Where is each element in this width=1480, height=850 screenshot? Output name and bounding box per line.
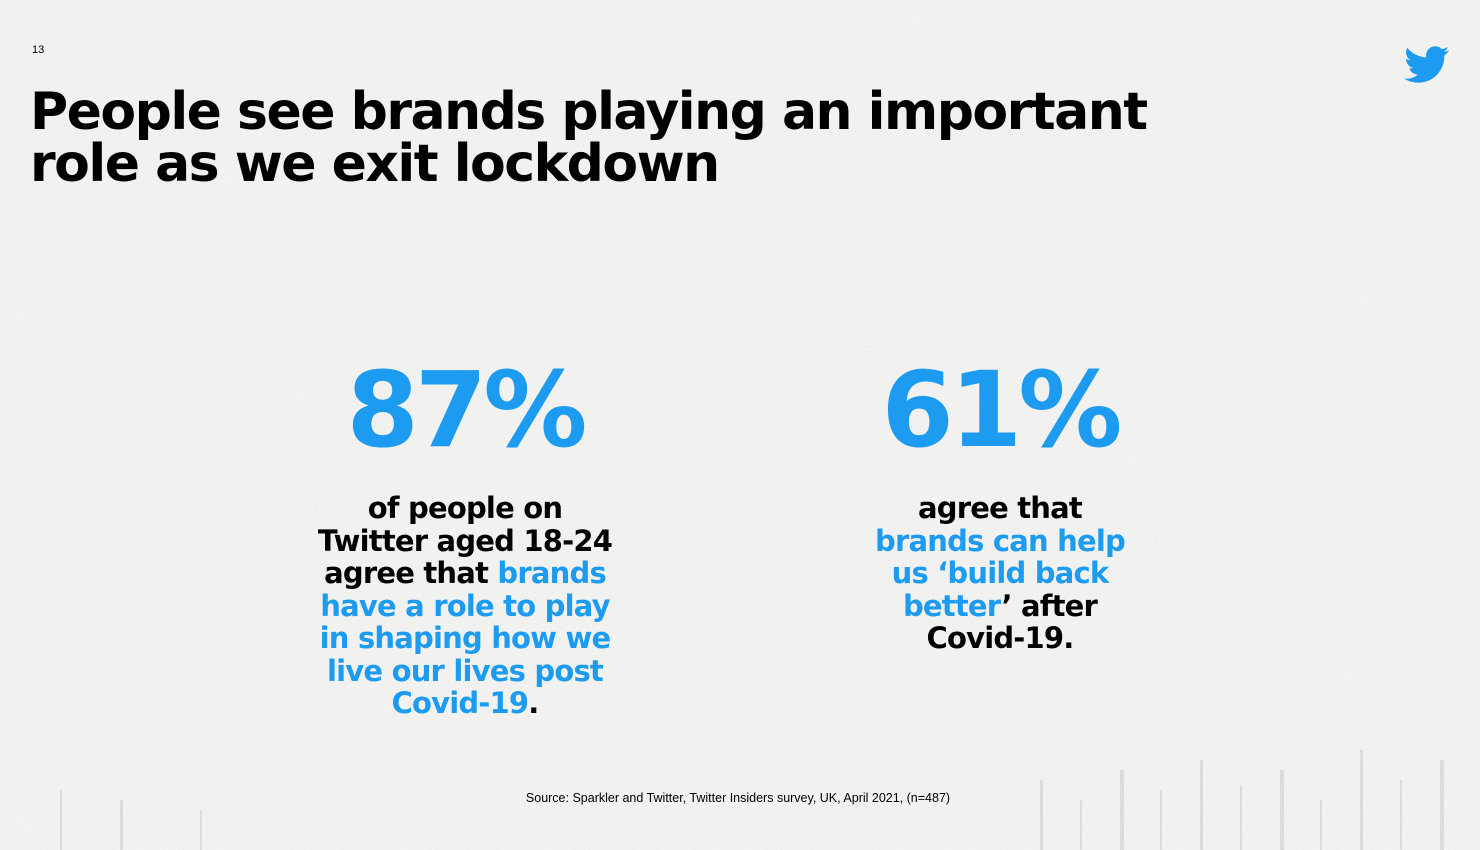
stat-line: agree that brands bbox=[265, 557, 665, 590]
title-line-2: role as we exit lockdown bbox=[30, 134, 720, 194]
stat-block-87: 87% of people on Twitter aged 18-24 agre… bbox=[265, 358, 665, 720]
stat-highlight: brands bbox=[497, 556, 606, 590]
stat-block-61: 61% agree that brands can help us ‘build… bbox=[800, 358, 1200, 655]
stat-highlight: Covid-19 bbox=[391, 686, 529, 720]
stat-highlight: live our lives post bbox=[327, 653, 604, 688]
page-title: People see brands playing an important r… bbox=[30, 86, 1330, 190]
stat-description: agree that brands can help us ‘build bac… bbox=[800, 492, 1200, 655]
stat-line: agree that bbox=[800, 492, 1200, 525]
stat-line: of people on bbox=[265, 492, 665, 525]
stat-value: 87% bbox=[346, 349, 588, 471]
stat-line: brands can help bbox=[800, 523, 1200, 558]
stat-text: Twitter aged 18-24 bbox=[317, 523, 613, 558]
stat-text: agree that bbox=[917, 491, 1083, 525]
page-number: 13 bbox=[32, 44, 45, 56]
stat-line: better’ after bbox=[800, 588, 1200, 623]
stat-line: Twitter aged 18-24 bbox=[265, 523, 665, 558]
stat-highlight: in shaping how we bbox=[319, 621, 611, 655]
stat-highlight: brands can help bbox=[875, 523, 1126, 558]
stat-text: ’ after bbox=[1001, 588, 1098, 623]
stat-value: 61% bbox=[881, 349, 1123, 471]
stat-text: agree that bbox=[324, 556, 498, 590]
stat-line: in shaping how we bbox=[265, 622, 665, 655]
stat-highlight: better bbox=[902, 588, 1002, 623]
stat-highlight: have a role to play bbox=[320, 588, 610, 623]
stat-line: live our lives post bbox=[265, 653, 665, 688]
source-note: Source: Sparkler and Twitter, Twitter In… bbox=[525, 791, 951, 805]
twitter-bird-icon bbox=[1404, 46, 1450, 83]
stat-highlight: us ‘build back bbox=[891, 556, 1110, 590]
stat-text: Covid-19. bbox=[926, 621, 1074, 655]
stat-text: of people on bbox=[367, 491, 563, 525]
stat-line: us ‘build back bbox=[800, 557, 1200, 590]
stat-line: Covid-19. bbox=[800, 622, 1200, 655]
title-line-1: People see brands playing an important bbox=[30, 82, 1148, 142]
stat-line: have a role to play bbox=[265, 588, 665, 623]
stat-text: . bbox=[528, 686, 539, 720]
stat-description: of people on Twitter aged 18-24 agree th… bbox=[265, 492, 665, 720]
stat-line: Covid-19. bbox=[265, 687, 665, 720]
